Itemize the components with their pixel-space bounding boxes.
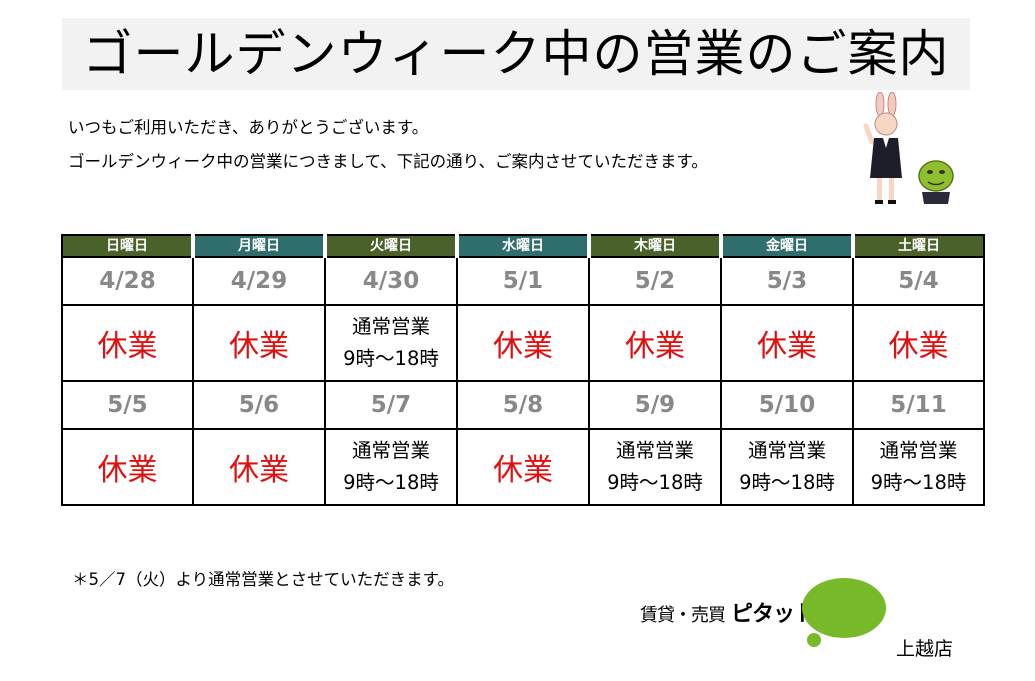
- closed-label: 休業: [493, 329, 553, 364]
- footnote: ＊5／7（火）より通常営業とさせていただきます。: [72, 570, 455, 589]
- status-cell: 休業: [192, 304, 326, 382]
- date-cell: 5/5: [61, 380, 194, 430]
- open-hours: 9時～18時: [343, 347, 439, 370]
- date-cell: 5/11: [852, 380, 985, 430]
- status-cell: 通常営業 9時～18時: [720, 428, 854, 506]
- status-cell: 休業: [720, 304, 854, 382]
- status-cell: 休業: [61, 304, 194, 382]
- status-cell: 休業: [61, 428, 194, 506]
- date-cell: 5/10: [720, 380, 854, 430]
- intro-line-2: ゴールデンウィーク中の営業につきまして、下記の通り、ご案内させていただきます。: [68, 152, 708, 171]
- schedule-table: 日曜日 月曜日 火曜日 水曜日 木曜日 金曜日 土曜日 4/28 4/29 4/30…: [61, 234, 985, 506]
- date-row: 5/5 5/6 5/7 5/8 5/9 5/10 5/11: [61, 380, 985, 430]
- branch-name: 上越店: [896, 638, 954, 660]
- page-title: ゴールデンウィーク中の営業のご案内: [82, 25, 950, 83]
- title-background: [62, 18, 970, 90]
- date-cell: 5/2: [588, 256, 722, 306]
- status-cell: 休業: [192, 428, 326, 506]
- speech-bubble-icon: [802, 578, 886, 647]
- status-row: 休業 休業 通常営業 9時～18時 休業 通常営業 9時～18時 通常営業 9時～18時 通常営業…: [61, 428, 985, 506]
- intro-line-1: いつもご利用いただき、ありがとうございます。: [68, 118, 429, 137]
- closed-label: 休業: [757, 329, 817, 364]
- weekday-header: 土曜日: [851, 234, 984, 258]
- open-hours: 9時～18時: [739, 471, 835, 494]
- status-cell: 休業: [852, 304, 985, 382]
- status-cell: 通常営業 9時～18時: [324, 428, 458, 506]
- date-cell: 4/28: [61, 256, 194, 306]
- date-cell: 5/8: [456, 380, 590, 430]
- status-cell: 休業: [588, 304, 722, 382]
- closed-label: 休業: [625, 329, 685, 364]
- open-hours: 9時～18時: [870, 471, 967, 494]
- status-cell: 休業: [456, 428, 590, 506]
- closed-label: 休業: [97, 453, 158, 488]
- open-label: 通常営業: [747, 439, 826, 462]
- open-label: 通常営業: [351, 315, 430, 338]
- closed-label: 休業: [229, 453, 289, 488]
- date-cell: 5/9: [588, 380, 722, 430]
- weekday-header: 火曜日: [323, 234, 457, 258]
- date-cell: 5/4: [852, 256, 985, 306]
- closed-label: 休業: [229, 329, 289, 364]
- date-row: 4/28 4/29 4/30 5/1 5/2 5/3 5/4: [61, 256, 985, 306]
- weekday-header: 金曜日: [719, 234, 853, 258]
- open-label: 通常営業: [351, 439, 430, 462]
- open-hours: 9時～18時: [343, 471, 439, 494]
- date-cell: 4/29: [192, 256, 326, 306]
- open-label: 通常営業: [879, 439, 958, 462]
- open-hours: 9時～18時: [607, 471, 703, 494]
- status-row: 休業 休業 通常営業 9時～18時 休業 休業 休業 休業: [61, 304, 985, 382]
- status-cell: 通常営業 9時～18時: [588, 428, 722, 506]
- weekday-header: 月曜日: [191, 234, 325, 258]
- closed-label: 休業: [97, 329, 158, 364]
- status-cell: 通常営業 9時～18時: [852, 428, 985, 506]
- status-cell: 通常営業 9時～18時: [324, 304, 458, 382]
- weekday-header-row: 日曜日 月曜日 火曜日 水曜日 木曜日 金曜日 土曜日: [62, 234, 984, 258]
- date-cell: 5/1: [456, 256, 590, 306]
- bunny-mascot-with-green-character-icon: [863, 92, 954, 204]
- status-cell: 休業: [456, 304, 590, 382]
- closed-label: 休業: [493, 453, 553, 488]
- closed-label: 休業: [888, 329, 949, 364]
- date-cell: 4/30: [324, 256, 458, 306]
- weekday-header: 木曜日: [587, 234, 721, 258]
- open-label: 通常営業: [615, 439, 694, 462]
- logo-prefix: 賃貸・売買: [640, 605, 726, 626]
- weekday-header: 日曜日: [62, 234, 193, 258]
- date-cell: 5/3: [720, 256, 854, 306]
- date-cell: 5/7: [324, 380, 458, 430]
- weekday-header: 水曜日: [455, 234, 589, 258]
- date-cell: 5/6: [192, 380, 326, 430]
